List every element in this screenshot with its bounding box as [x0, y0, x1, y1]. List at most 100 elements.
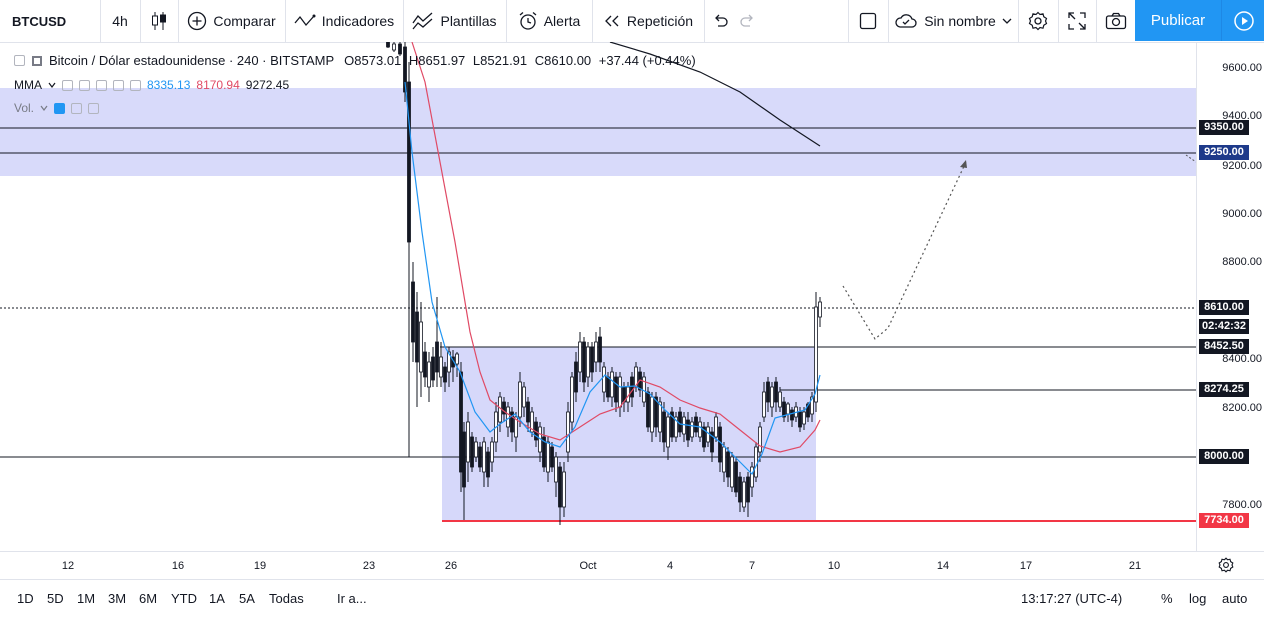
candle-body[interactable]	[386, 42, 390, 48]
candle-body[interactable]	[686, 419, 690, 441]
candle-body[interactable]	[666, 416, 670, 448]
candle-body[interactable]	[486, 451, 490, 478]
projection-path[interactable]	[842, 161, 967, 340]
candle-body[interactable]	[398, 43, 402, 55]
range-ytd[interactable]: YTD	[171, 591, 197, 606]
candle-body[interactable]	[814, 306, 818, 403]
candle-body[interactable]	[554, 456, 558, 483]
candle-body[interactable]	[407, 81, 411, 243]
candle-body[interactable]	[411, 281, 415, 343]
candle-body[interactable]	[646, 391, 650, 428]
candle-body[interactable]	[447, 351, 451, 373]
candle-body[interactable]	[614, 376, 618, 403]
candle-body[interactable]	[415, 311, 419, 363]
candle-body[interactable]	[758, 426, 762, 453]
eye-icon[interactable]	[62, 79, 73, 91]
candle-body[interactable]	[546, 441, 550, 473]
candle-body[interactable]	[455, 353, 459, 365]
undo-button[interactable]	[706, 0, 734, 42]
symbol-search[interactable]: BTCUSD	[12, 13, 67, 29]
range-5a[interactable]: 5A	[239, 591, 255, 606]
candle-body[interactable]	[558, 466, 562, 508]
candle-body[interactable]	[730, 456, 734, 488]
clock-timezone[interactable]: 13:17:27 (UTC-4)	[1021, 591, 1123, 606]
candle-body[interactable]	[478, 446, 482, 468]
alert-button[interactable]: Alerta	[506, 0, 592, 42]
candle-body[interactable]	[702, 426, 706, 448]
eye-icon[interactable]	[54, 102, 66, 114]
interval-button[interactable]: 4h	[112, 13, 128, 29]
range-all[interactable]: Todas	[269, 591, 304, 606]
candle-body[interactable]	[778, 391, 782, 408]
chart-legend-vol[interactable]: Vol.	[14, 101, 100, 115]
range-1d[interactable]: 1D	[17, 591, 34, 606]
candle-body[interactable]	[802, 411, 806, 425]
log-toggle[interactable]: log	[1189, 591, 1207, 606]
candle-body[interactable]	[738, 476, 742, 503]
range-5d[interactable]: 5D	[47, 591, 64, 606]
candle-body[interactable]	[462, 431, 466, 488]
candle-body[interactable]	[798, 411, 802, 428]
auto-toggle[interactable]: auto	[1222, 591, 1248, 606]
candle-body[interactable]	[742, 481, 746, 508]
candle-body[interactable]	[542, 436, 546, 468]
candle-body[interactable]	[710, 431, 714, 453]
close-icon[interactable]	[88, 102, 100, 114]
goto-button[interactable]: Ir a...	[337, 591, 367, 606]
candle-body[interactable]	[746, 476, 750, 503]
candle-body[interactable]	[658, 401, 662, 433]
candle-body[interactable]	[490, 441, 494, 463]
layout-toggle-button[interactable]	[848, 0, 888, 42]
candle-body[interactable]	[818, 301, 822, 318]
candle-body[interactable]	[423, 351, 427, 378]
candle-body[interactable]	[419, 321, 423, 373]
fullscreen-button[interactable]	[1058, 0, 1096, 42]
candle-body[interactable]	[650, 396, 654, 433]
candle-body[interactable]	[590, 346, 594, 373]
resistance-zone[interactable]	[0, 88, 1196, 176]
candle-body[interactable]	[578, 341, 582, 373]
range-3m[interactable]: 3M	[108, 591, 127, 606]
candle-body[interactable]	[582, 341, 586, 383]
candle-body[interactable]	[770, 386, 774, 408]
candle-body[interactable]	[574, 361, 578, 393]
candle-body[interactable]	[506, 406, 510, 428]
candle-body[interactable]	[766, 381, 770, 403]
compare-button[interactable]: Comparar	[178, 0, 285, 42]
candle-body[interactable]	[762, 391, 766, 418]
candle-body[interactable]	[714, 416, 718, 438]
templates-button[interactable]: Plantillas	[403, 0, 506, 42]
gear-icon[interactable]	[79, 79, 90, 91]
chart-legend-mma[interactable]: MMA 8335.13 8170.94 9272.45	[14, 78, 289, 92]
candle-body[interactable]	[602, 366, 606, 393]
candle-body[interactable]	[566, 411, 570, 453]
redo-button[interactable]	[734, 0, 762, 42]
candle-body[interactable]	[439, 356, 443, 378]
range-1m[interactable]: 1M	[77, 591, 96, 606]
candle-body[interactable]	[722, 446, 726, 473]
candle-body[interactable]	[474, 441, 478, 458]
range-6m[interactable]: 6M	[139, 591, 158, 606]
candle-body[interactable]	[694, 416, 698, 433]
source-icon[interactable]	[96, 79, 107, 91]
publish-button[interactable]: Publicar	[1135, 0, 1221, 41]
candle-body[interactable]	[443, 366, 447, 383]
candle-body[interactable]	[594, 341, 598, 363]
candle-body[interactable]	[427, 361, 431, 388]
candle-body[interactable]	[782, 401, 786, 418]
range-box[interactable]	[442, 347, 816, 521]
axis-settings-button[interactable]	[1218, 557, 1234, 578]
candle-body[interactable]	[518, 381, 522, 418]
candle-body[interactable]	[734, 461, 738, 493]
candle-body[interactable]	[470, 436, 474, 468]
layout-name-button[interactable]: Sin nombre	[888, 0, 1018, 42]
candle-body[interactable]	[610, 371, 614, 398]
candle-body[interactable]	[482, 441, 486, 473]
candle-body[interactable]	[654, 396, 658, 428]
candle-body[interactable]	[606, 376, 610, 398]
candle-body[interactable]	[502, 401, 506, 415]
candle-body[interactable]	[562, 471, 566, 508]
snapshot-button[interactable]	[1096, 0, 1135, 42]
candle-body[interactable]	[810, 396, 814, 415]
candle-body[interactable]	[786, 403, 790, 415]
